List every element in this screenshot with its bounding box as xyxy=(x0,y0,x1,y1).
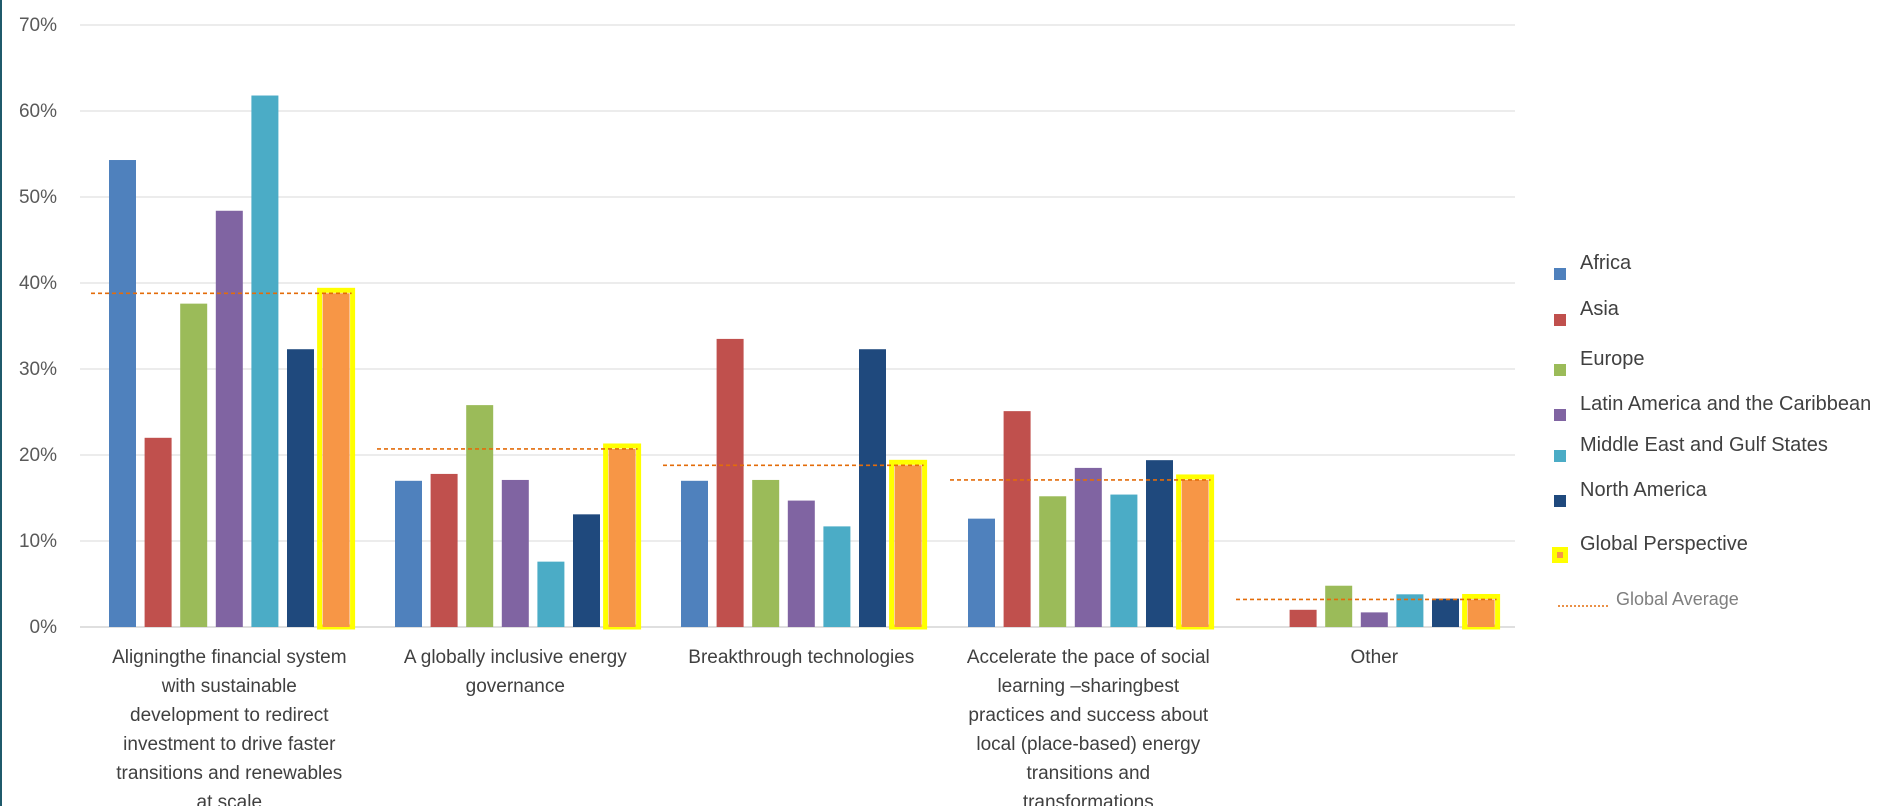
y-axis-ticks: 0% 10% 20% 30% 40% 50% 60% 70% xyxy=(19,15,57,638)
legend-label: Global Average xyxy=(1616,589,1739,609)
legend-swatch xyxy=(1554,314,1566,326)
x-category-label: A globally inclusive energy governance xyxy=(404,647,627,697)
bar xyxy=(322,293,350,627)
bar xyxy=(894,465,922,627)
bars xyxy=(109,95,1501,630)
legend-swatch xyxy=(1557,552,1563,558)
x-category-label: Accelerate the pace of social learning –s… xyxy=(967,647,1210,806)
bar xyxy=(1325,585,1353,627)
bar xyxy=(1360,612,1388,627)
legend-swatch xyxy=(1554,268,1566,280)
bar xyxy=(823,526,851,627)
bar xyxy=(537,561,565,627)
legend: Africa Asia Europe Latin America and the Ca… xyxy=(1552,252,1871,609)
bar xyxy=(752,479,780,627)
bar xyxy=(573,514,600,627)
bar xyxy=(1146,460,1173,627)
y-tick-label: 10% xyxy=(19,531,57,552)
y-tick-label: 70% xyxy=(19,15,57,36)
y-tick-label: 40% xyxy=(19,273,57,294)
legend-label: Middle East and Gulf States xyxy=(1580,434,1828,456)
bar xyxy=(1074,467,1102,627)
global-average-lines xyxy=(91,292,1497,601)
x-axis-labels: Aligningthe financial system with sustain… xyxy=(112,647,1399,811)
legend-label: Asia xyxy=(1580,298,1620,320)
bar xyxy=(681,480,708,627)
bar xyxy=(180,303,208,627)
bar xyxy=(251,95,279,627)
bar xyxy=(109,160,136,627)
bar xyxy=(1039,496,1067,627)
legend-swatch xyxy=(1554,495,1566,507)
bar xyxy=(1289,609,1317,627)
y-tick-label: 0% xyxy=(30,617,58,638)
bar xyxy=(787,500,815,627)
legend-label: North America xyxy=(1580,479,1708,501)
x-category-label: Aligningthe financial system with sustain… xyxy=(112,647,346,806)
bar xyxy=(1181,479,1209,627)
legend-swatch xyxy=(1554,409,1566,421)
bar xyxy=(1467,599,1495,627)
y-tick-label: 20% xyxy=(19,445,57,466)
bar xyxy=(466,405,494,627)
legend-swatch xyxy=(1554,364,1566,376)
legend-label: Global Perspective xyxy=(1580,533,1748,555)
y-tick-label: 50% xyxy=(19,187,57,208)
bar xyxy=(395,480,422,627)
bar xyxy=(215,210,243,627)
bar xyxy=(859,349,886,627)
legend-label: Europe xyxy=(1580,348,1645,370)
bar xyxy=(287,349,314,627)
legend-swatch xyxy=(1554,450,1566,462)
bar xyxy=(1432,598,1459,627)
left-border xyxy=(0,0,2,806)
legend-label: Africa xyxy=(1580,252,1632,274)
bar xyxy=(1110,494,1138,627)
x-category-label: Other xyxy=(1351,647,1399,668)
y-tick-label: 30% xyxy=(19,359,57,380)
bar xyxy=(608,448,636,627)
y-tick-label: 60% xyxy=(19,101,57,122)
bar xyxy=(716,338,744,627)
bar xyxy=(144,437,172,627)
legend-label: Latin America and the Caribbean xyxy=(1580,393,1871,415)
bar xyxy=(1003,411,1031,627)
bar xyxy=(430,473,458,627)
bar xyxy=(501,479,529,627)
bar xyxy=(968,518,995,627)
x-category-label: Breakthrough technologies xyxy=(688,647,914,668)
